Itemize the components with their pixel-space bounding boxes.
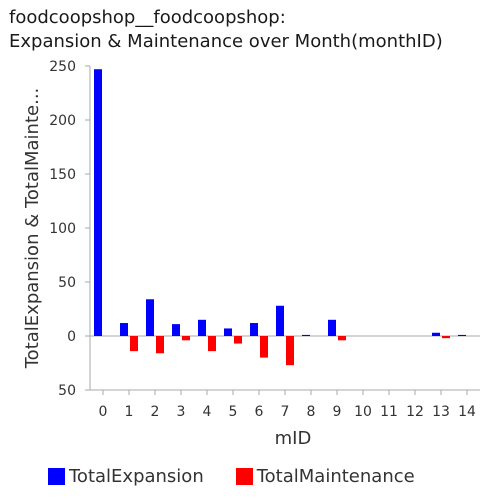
x-tick-label: 10 bbox=[354, 404, 372, 420]
bar-expansion-13 bbox=[432, 332, 440, 336]
y-axis-title: TotalExpansion & TotalMainte... bbox=[22, 88, 43, 370]
legend-label-maintenance: TotalMaintenance bbox=[256, 466, 415, 487]
legend-swatch-maintenance bbox=[235, 468, 253, 485]
bar-maintenance-7 bbox=[286, 336, 294, 366]
y-tick-label: 100 bbox=[49, 221, 76, 237]
y-tick-label: 200 bbox=[49, 113, 76, 129]
legend-item-maintenance[interactable]: TotalMaintenance bbox=[235, 466, 415, 487]
bar-expansion-14 bbox=[458, 334, 466, 336]
x-tick-label: 11 bbox=[380, 404, 398, 420]
y-tick-label: 50 bbox=[58, 275, 76, 291]
y-tick-label: 50 bbox=[58, 383, 76, 399]
x-tick-label: 9 bbox=[333, 404, 342, 420]
x-tick-label: 6 bbox=[255, 404, 264, 420]
bar-maintenance-13 bbox=[442, 336, 450, 339]
x-axis-title: mID bbox=[275, 428, 312, 449]
legend-label-expansion: TotalExpansion bbox=[69, 466, 204, 487]
bar-maintenance-1 bbox=[130, 336, 138, 352]
bar-maintenance-2 bbox=[156, 336, 164, 354]
legend: TotalExpansion TotalMaintenance bbox=[48, 466, 447, 487]
bar-maintenance-3 bbox=[182, 336, 190, 341]
bar-maintenance-9 bbox=[338, 336, 346, 341]
chart-title: foodcoopshop__foodcoopshop: Expansion & … bbox=[9, 6, 494, 54]
y-axis: 250 200 150 100 50 0 50 bbox=[49, 59, 91, 399]
bar-expansion-1 bbox=[120, 323, 128, 336]
bar-expansion-4 bbox=[198, 319, 206, 336]
legend-swatch-expansion bbox=[48, 468, 65, 485]
y-tick-label: 0 bbox=[67, 329, 76, 345]
chart-title-line-2: Expansion & Maintenance over Month(month… bbox=[9, 31, 443, 52]
bar-expansion-5 bbox=[224, 328, 232, 336]
x-tick-label: 5 bbox=[229, 404, 238, 420]
bar-maintenance-6 bbox=[260, 336, 268, 358]
x-tick-label: 0 bbox=[99, 404, 108, 420]
x-tick-label: 13 bbox=[432, 404, 450, 420]
x-tick-label: 7 bbox=[281, 404, 290, 420]
x-tick-label: 4 bbox=[203, 404, 212, 420]
chart-title-line-1: foodcoopshop__foodcoopshop: bbox=[9, 7, 286, 28]
x-tick-label: 14 bbox=[458, 404, 476, 420]
bar-expansion-2 bbox=[146, 299, 154, 336]
bar-expansion-9 bbox=[328, 319, 336, 336]
x-tick-label: 8 bbox=[307, 404, 316, 420]
bar-expansion-3 bbox=[172, 324, 180, 336]
x-tick-label: 12 bbox=[406, 404, 424, 420]
bar-expansion-7 bbox=[276, 305, 284, 336]
x-axis: 0 1 2 3 4 5 6 7 8 9 10 11 12 13 14 bbox=[90, 335, 480, 420]
bar-expansion-8 bbox=[302, 334, 310, 336]
x-tick-label: 3 bbox=[177, 404, 186, 420]
bar-maintenance-5 bbox=[234, 336, 242, 344]
y-tick-label: 150 bbox=[49, 167, 76, 183]
legend-item-expansion[interactable]: TotalExpansion bbox=[48, 466, 204, 487]
bars bbox=[94, 69, 466, 366]
x-tick-label: 1 bbox=[125, 404, 134, 420]
x-tick-label: 2 bbox=[151, 404, 160, 420]
bar-maintenance-4 bbox=[208, 336, 216, 352]
bar-expansion-0 bbox=[94, 69, 102, 337]
bar-expansion-6 bbox=[250, 323, 258, 336]
y-tick-label: 250 bbox=[49, 59, 76, 75]
